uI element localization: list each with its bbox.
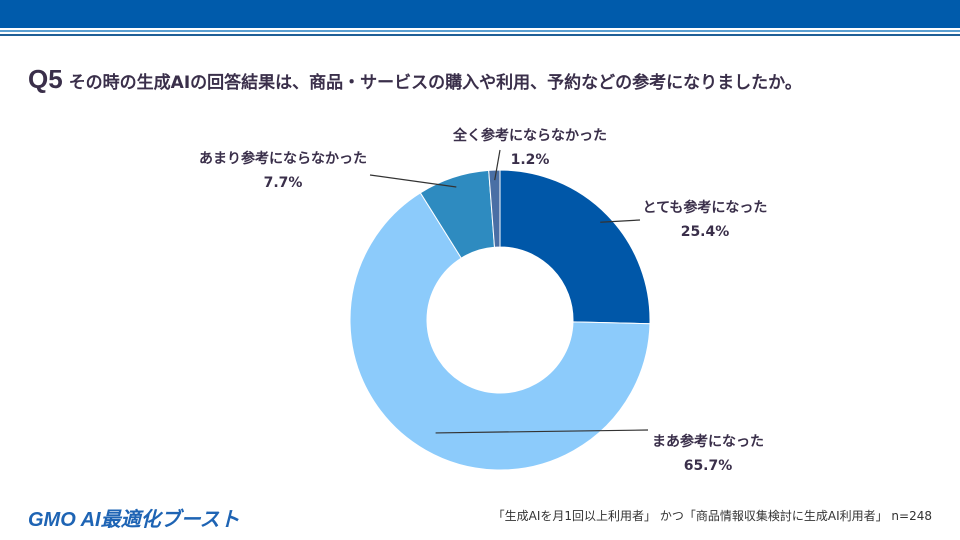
donut-slice	[349, 192, 651, 471]
leader-line	[435, 429, 649, 434]
leader-line	[494, 149, 501, 181]
donut-slice	[488, 169, 501, 248]
logo: GMO AI最適化ブースト	[28, 509, 240, 531]
divider	[0, 34, 960, 36]
leader-line	[369, 174, 457, 188]
leader-line	[600, 219, 641, 223]
header-bar	[0, 0, 960, 28]
divider	[0, 30, 960, 32]
question-text: その時の生成AIの回答結果は、商品・サービスの購入や利用、予約などの参考になりま…	[68, 73, 802, 93]
value-label: 7.7%	[264, 175, 303, 191]
sample-note: 「生成AIを月1回以上利用者」 かつ「商品情報収集検討に生成AI利用者」 n=2…	[492, 509, 932, 523]
question-number: Q5	[28, 64, 63, 94]
value-label: 65.7%	[684, 458, 733, 474]
category-label: まあ参考になった	[652, 433, 764, 450]
category-label: とても参考になった	[643, 199, 768, 216]
value-label: 1.2%	[511, 152, 550, 168]
category-label: 全く参考にならなかった	[452, 127, 607, 144]
value-label: 25.4%	[681, 224, 730, 240]
donut-slice	[499, 169, 651, 325]
category-label: あまり参考にならなかった	[199, 150, 367, 167]
page-title: Q5 その時の生成AIの回答結果は、商品・サービスの購入や利用、予約などの参考に…	[28, 64, 802, 95]
